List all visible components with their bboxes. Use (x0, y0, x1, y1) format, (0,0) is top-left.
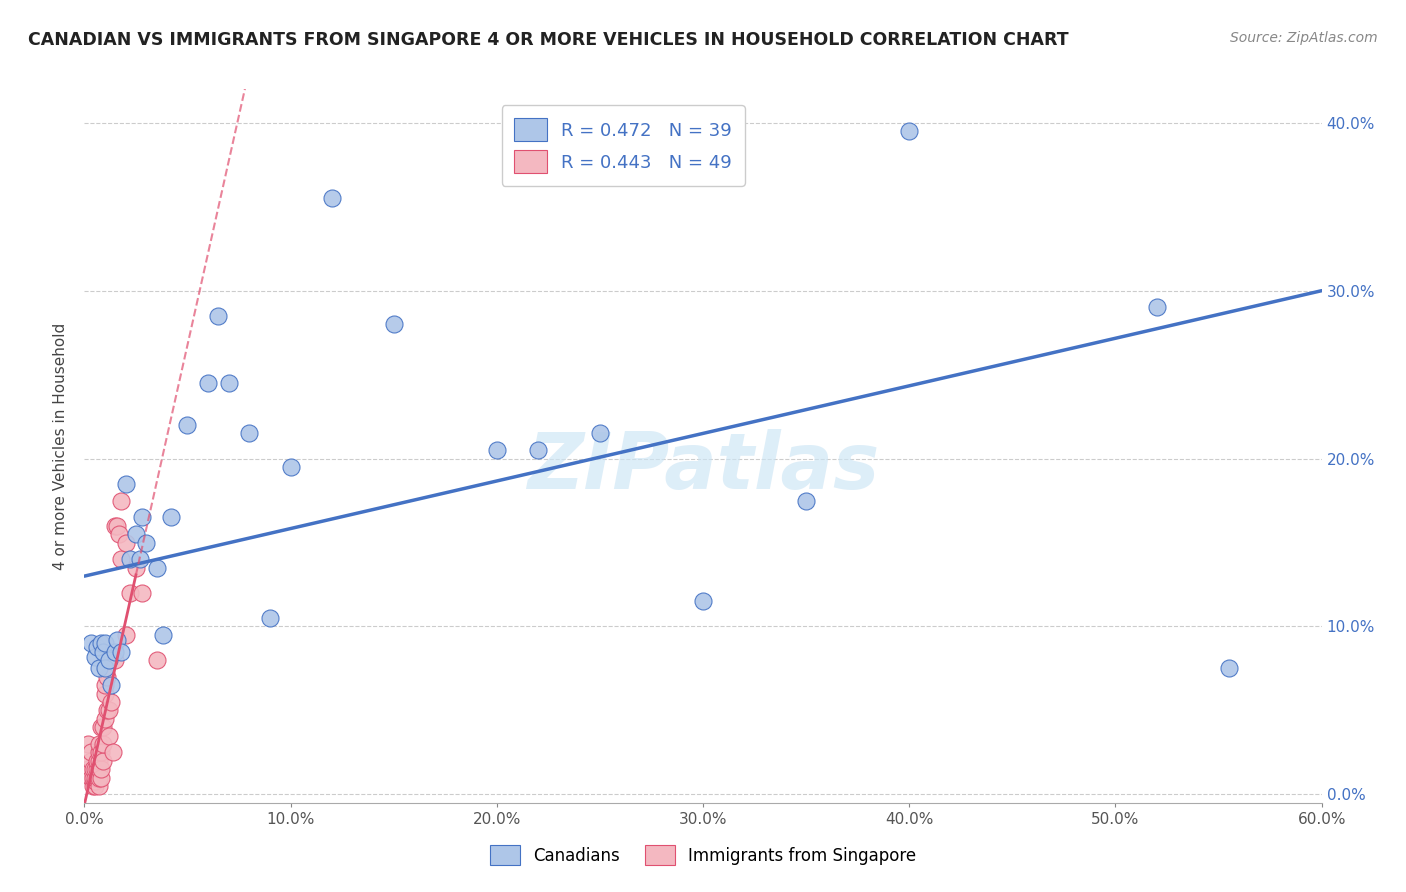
Point (110, 493, 132, 508)
Point (125, 527, 148, 541)
Point (898, 124, 921, 138)
Point (79, 754, 101, 768)
Point (90, 746, 112, 760)
Point (87, 746, 110, 760)
Point (94, 636, 117, 650)
Point (527, 443, 550, 458)
Point (131, 586, 153, 600)
Point (100, 695, 122, 709)
Point (83, 779, 105, 793)
Point (145, 653, 167, 667)
Point (86, 640, 108, 654)
Text: Source: ZipAtlas.com: Source: ZipAtlas.com (1230, 31, 1378, 45)
Point (83, 649, 105, 664)
Point (98, 653, 121, 667)
Point (176, 417, 198, 432)
Point (83, 762, 105, 776)
Point (87, 737, 110, 751)
Point (87, 762, 110, 776)
Point (94, 687, 117, 701)
Point (90, 636, 112, 650)
Point (91, 645, 114, 659)
Point (1146, 301, 1168, 315)
Point (98, 703, 121, 717)
Point (90, 762, 112, 776)
Point (110, 552, 132, 566)
Point (86, 754, 108, 768)
Point (114, 476, 136, 491)
Point (94, 712, 117, 726)
Point (82, 762, 104, 776)
Point (98, 729, 121, 743)
Point (103, 746, 125, 760)
Point (94, 678, 117, 692)
Point (104, 653, 127, 667)
Point (83, 771, 105, 785)
Point (218, 376, 240, 390)
Point (82, 779, 104, 793)
Point (77, 737, 100, 751)
Point (321, 191, 343, 205)
Point (96, 670, 118, 684)
Y-axis label: 4 or more Vehicles in Household: 4 or more Vehicles in Household (53, 322, 69, 570)
Point (152, 628, 174, 642)
Point (131, 510, 153, 524)
Point (485, 443, 508, 458)
Point (108, 527, 131, 541)
Point (125, 560, 148, 574)
Point (207, 309, 229, 323)
Point (87, 661, 110, 675)
Point (86, 762, 108, 776)
Text: ZIPatlas: ZIPatlas (527, 429, 879, 506)
Point (87, 771, 110, 785)
Point (90, 771, 112, 785)
Text: CANADIAN VS IMMIGRANTS FROM SINGAPORE 4 OR MORE VEHICLES IN HOUSEHOLD CORRELATIO: CANADIAN VS IMMIGRANTS FROM SINGAPORE 4 … (28, 31, 1069, 49)
Point (110, 645, 132, 659)
Point (197, 376, 219, 390)
Point (90, 720, 112, 734)
Point (794, 493, 817, 508)
Point (114, 535, 136, 549)
Point (82, 771, 104, 785)
Point (135, 535, 157, 549)
Point (104, 518, 127, 533)
Point (118, 586, 141, 600)
Point (118, 552, 141, 566)
Point (114, 628, 136, 642)
Point (91, 737, 114, 751)
Point (96, 703, 118, 717)
Point (94, 661, 117, 675)
Point (105, 518, 128, 533)
Point (129, 552, 152, 566)
Point (589, 426, 612, 441)
Point (86, 771, 108, 785)
Point (280, 460, 302, 475)
Legend: Canadians, Immigrants from Singapore: Canadians, Immigrants from Singapore (481, 837, 925, 873)
Point (87, 754, 110, 768)
Point (1218, 661, 1240, 675)
Point (692, 594, 714, 608)
Point (259, 611, 281, 625)
Point (238, 426, 260, 441)
Point (91, 754, 114, 768)
Point (100, 678, 122, 692)
Point (104, 645, 127, 659)
Point (77, 762, 100, 776)
Point (79, 636, 101, 650)
Point (160, 510, 183, 524)
Point (382, 318, 405, 332)
Point (83, 774, 105, 789)
Point (79, 746, 101, 760)
Point (105, 632, 128, 647)
Point (145, 560, 167, 574)
Point (91, 720, 114, 734)
Point (87, 779, 110, 793)
Point (79, 771, 101, 785)
